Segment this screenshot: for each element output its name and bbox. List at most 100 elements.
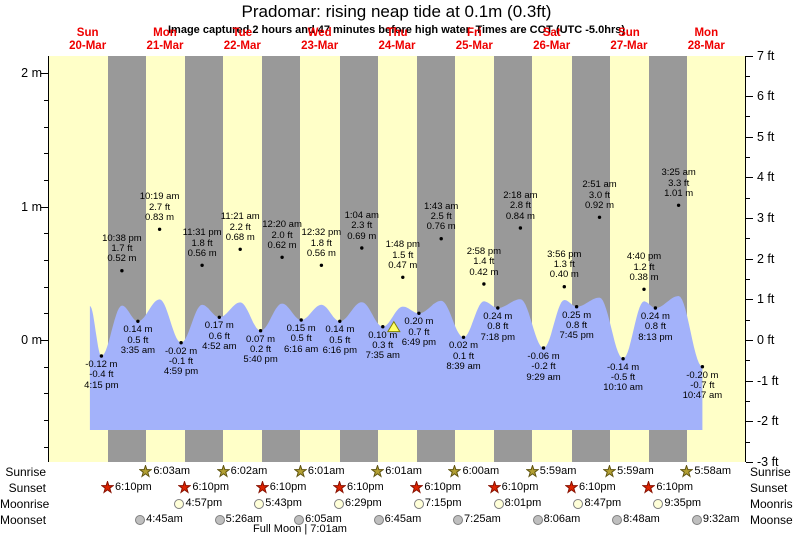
sunset-item: 6:10pm [565, 481, 616, 494]
high-tide-annotation: 3:25 am 3.3 ft 1.01 m [661, 167, 696, 200]
sunset-time: 6:10pm [115, 481, 152, 493]
y-axis-right-label: -1 ft [757, 373, 779, 388]
y-axis-right-minor-tick [746, 400, 750, 402]
y-axis-right-major-tick [746, 96, 753, 98]
moonrise-icon [334, 498, 345, 509]
sunset-icon [178, 481, 192, 494]
sunrise-item: 5:59am [603, 464, 654, 478]
y-axis-right-minor-tick [746, 75, 750, 77]
y-axis-right-minor-tick [746, 279, 750, 281]
row-label-moonrise-right: Moonrise [750, 497, 793, 511]
y-axis-right-minor-tick [746, 360, 750, 362]
y-axis-right-label: 2 ft [757, 251, 775, 266]
sunrise-icon [448, 464, 462, 478]
y-axis-right-label: -3 ft [757, 454, 779, 469]
y-axis-left-minor-tick [44, 366, 48, 368]
row-label-moonrise-left: Moonrise [0, 497, 50, 511]
y-axis-left-label: 1 m [21, 199, 42, 214]
y-axis-left-minor-tick [44, 393, 48, 395]
moonrise-time: 8:47pm [584, 497, 622, 509]
high-tide-annotation: 10:38 pm 1.7 ft 0.52 m [102, 232, 142, 265]
full-moon-caption: Full Moon | 7:01am [253, 523, 347, 535]
sunset-item: 6:10pm [410, 481, 461, 494]
y-axis-left-minor-tick [44, 419, 48, 421]
y-axis-left-minor-tick [44, 100, 48, 101]
moonset-icon [612, 514, 623, 525]
moonrise-time: 8:01pm [504, 497, 542, 509]
sunrise-time: 6:01am [307, 464, 345, 477]
moonrise-icon [493, 498, 504, 509]
low-tide-annotation: -0.20 m -0.7 ft 10:47 am [682, 369, 723, 402]
moonset-item: 6:45am [373, 513, 421, 526]
sunset-time: 6:10pm [579, 481, 616, 493]
row-label-sunrise-left: Sunrise [5, 465, 46, 479]
low-tide-annotation: 0.24 m 0.8 ft 8:13 pm [638, 311, 673, 343]
y-axis-left-minor-tick [44, 153, 48, 155]
sunrise-icon [603, 464, 617, 478]
y-axis-right-major-tick [746, 299, 753, 301]
high-tide-annotation: 12:32 pm 1.8 ft 0.56 m [301, 227, 342, 260]
y-axis-right-minor-tick [746, 197, 750, 199]
y-axis-right-major-tick [746, 177, 753, 179]
y-axis-right-label: 1 ft [757, 292, 775, 307]
moonrise-time: 6:29pm [345, 497, 382, 509]
day-label: Sun 27-Mar [610, 27, 648, 52]
moonrise-icon [413, 498, 424, 509]
moonset-item: 6:05am [294, 513, 342, 526]
sunrise-icon [680, 464, 694, 478]
sunrise-icon [139, 464, 153, 478]
day-label: Sun 20-Mar [69, 27, 107, 52]
moonset-item: 4:45am [135, 513, 183, 526]
sunset-icon [487, 481, 501, 494]
sunrise-item: 5:59am [525, 464, 577, 478]
y-axis-right-label: -2 ft [757, 414, 779, 429]
y-axis-left-minor-tick [44, 313, 48, 315]
sunrise-time: 5:59am [539, 464, 577, 477]
row-label-moonset-right: Moonset [750, 513, 793, 527]
sunrise-icon [216, 464, 230, 478]
day-label: Fri 25-Mar [455, 27, 493, 52]
y-axis-right-label: 6 ft [757, 89, 775, 104]
y-axis-right-minor-tick [746, 116, 750, 118]
high-tide-annotation: 1:43 am 2.5 ft 0.76 m [424, 200, 459, 233]
low-tide-annotation: -0.14 m -0.5 ft 10:10 am [603, 361, 643, 394]
sunset-time: 6:10pm [269, 481, 307, 493]
sunrise-time: 6:00am [462, 464, 500, 477]
moonset-icon [214, 514, 225, 525]
moonrise-item: 7:15pm [413, 497, 462, 510]
y-axis-right-major-tick [746, 461, 753, 463]
high-tide-annotation: 12:20 am 2.0 ft 0.62 m [262, 219, 302, 252]
day-label: Wed 23-Mar [301, 27, 339, 52]
sunset-time: 6:10pm [424, 481, 462, 493]
day-label: Sat 26-Mar [533, 27, 571, 52]
moonrise-item: 4:57pm [174, 497, 222, 510]
y-axis-right-minor-tick [746, 238, 750, 240]
sunset-item: 6:10pm [333, 481, 384, 494]
low-tide-annotation: 0.02 m 0.1 ft 8:39 am [446, 340, 481, 373]
moonrise-time: 4:57pm [185, 497, 223, 509]
moonset-item: 8:06am [532, 513, 581, 526]
day-label: Mon 28-Mar [687, 27, 725, 52]
sunset-item: 6:10pm [642, 481, 693, 494]
high-tide-annotation: 10:19 am 2.7 ft 0.83 m [139, 191, 180, 224]
moonrise-item: 8:01pm [493, 497, 542, 510]
low-tide-annotation: 0.24 m 0.8 ft 7:18 pm [480, 311, 515, 343]
sunrise-time: 6:03am [153, 464, 191, 477]
moonset-icon [691, 514, 702, 525]
moonset-icon [532, 514, 543, 525]
high-tide-annotation: 11:21 am 2.2 ft 0.68 m [220, 211, 260, 244]
y-axis-left-minor-tick [44, 260, 48, 261]
high-tide-annotation: 3:56 pm 1.3 ft 0.40 m [547, 248, 582, 281]
y-axis-right-major-tick [746, 258, 753, 260]
moonrise-icon [174, 498, 185, 509]
moonset-time: 8:06am [543, 513, 581, 525]
moonset-icon [373, 514, 384, 525]
moonset-icon [294, 514, 305, 525]
sunset-time: 6:10pm [192, 481, 230, 493]
y-axis-right-minor-tick [746, 441, 750, 443]
y-axis-left-label: 2 m [21, 66, 42, 81]
sunrise-time: 6:01am [385, 464, 422, 477]
sunset-icon [333, 481, 347, 494]
sunset-time: 6:10pm [501, 481, 539, 493]
